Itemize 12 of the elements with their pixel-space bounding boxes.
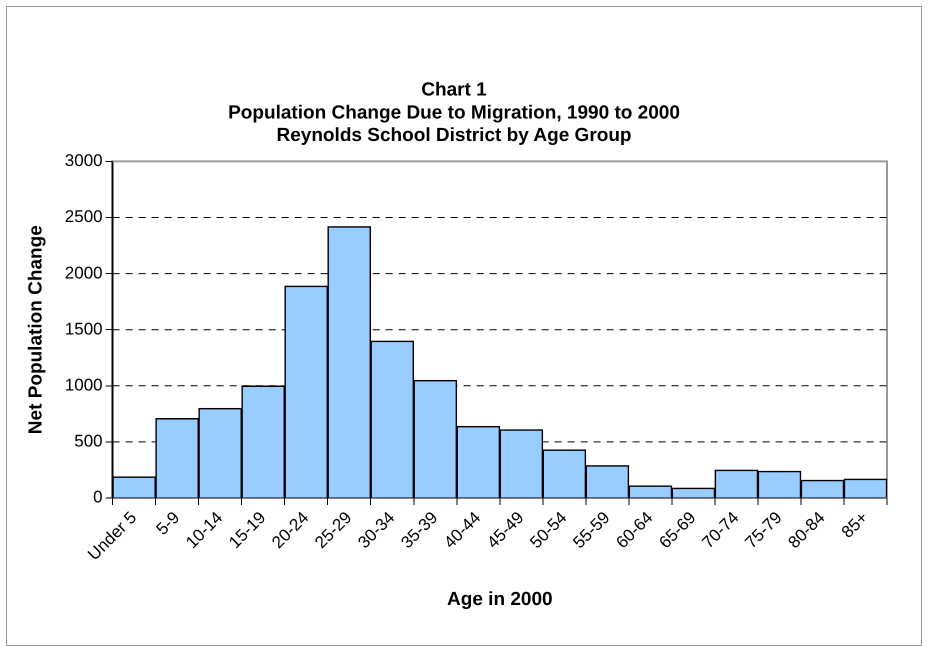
chart-title: Chart 1 Population Change Due to Migration, 1990 to 2000 Reynolds School District by Age Group: [228, 80, 680, 146]
y-tick-label: 2500: [64, 207, 103, 226]
x-tick-label: 85+: [838, 508, 872, 542]
y-axis-title: Net Population Change: [26, 225, 47, 434]
y-tick-label: 500: [74, 432, 103, 451]
x-axis-title: Age in 2000: [447, 588, 553, 610]
y-tick-label: 3000: [64, 151, 103, 170]
x-tick-label: 5-9: [152, 508, 184, 539]
y-tick-label: 1000: [64, 375, 103, 394]
y-tick-label: 2000: [64, 263, 103, 282]
y-tick-label: 1500: [64, 319, 103, 338]
y-tick-label: 0: [93, 488, 103, 507]
